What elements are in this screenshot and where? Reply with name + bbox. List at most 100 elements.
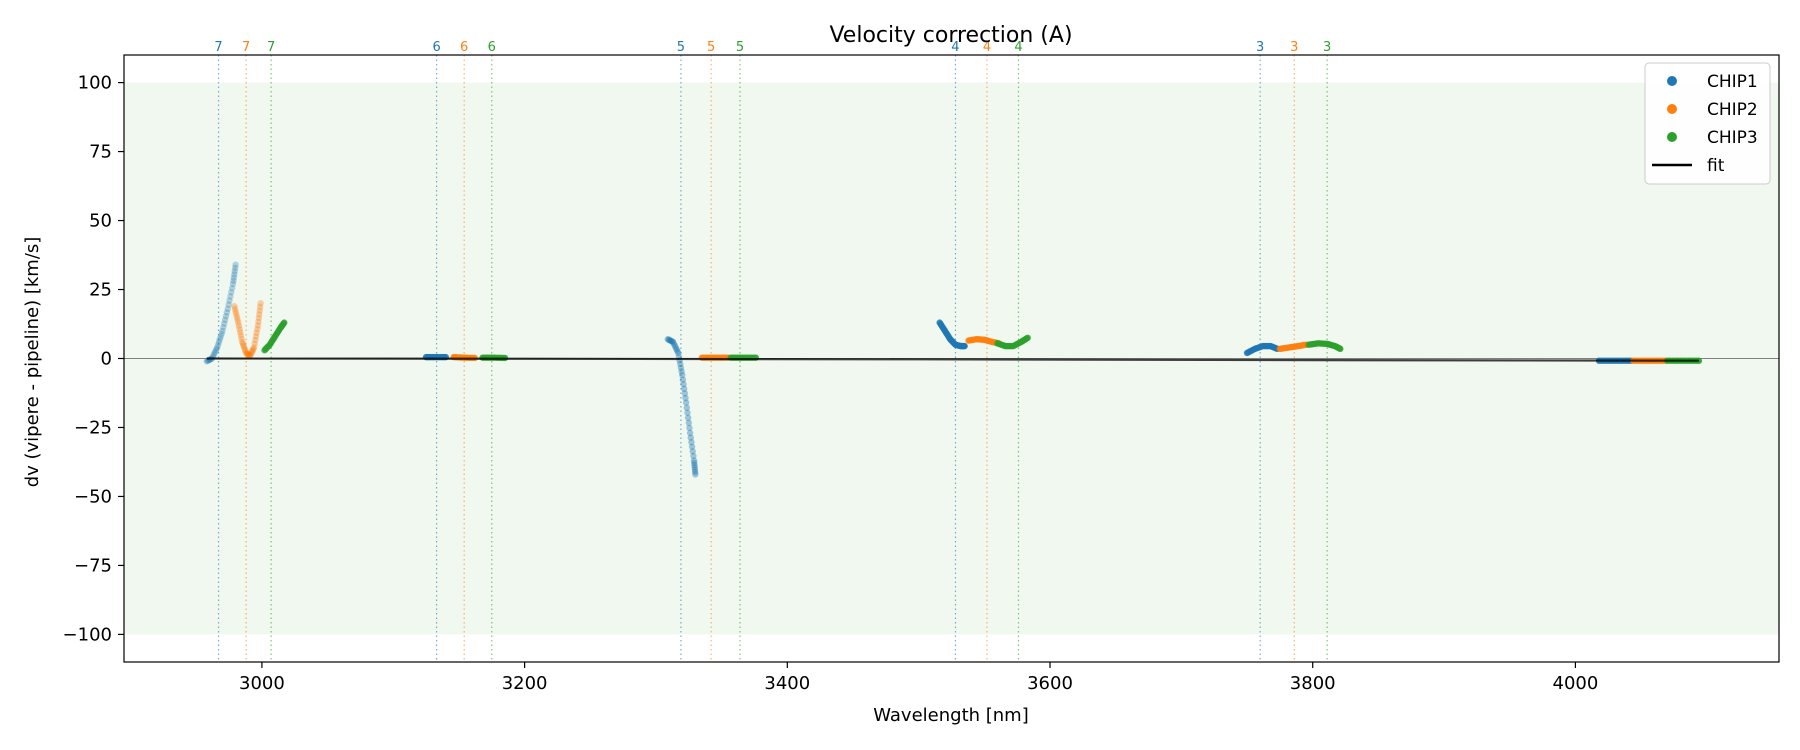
- data-point: [242, 347, 249, 355]
- data-point: [669, 338, 677, 346]
- data-point: [227, 293, 234, 300]
- data-point: [244, 351, 252, 358]
- data-point: [665, 336, 672, 343]
- data-point: [681, 390, 689, 397]
- y-tick-label: 50: [89, 211, 112, 232]
- data-point: [685, 419, 693, 427]
- data-point: [670, 340, 678, 347]
- order-label: 3: [1290, 40, 1298, 55]
- data-point: [692, 471, 699, 478]
- data-point: [254, 325, 261, 333]
- series-segment: [936, 319, 968, 350]
- order-label: 5: [677, 40, 685, 55]
- data-point: [691, 466, 699, 473]
- data-point: [686, 424, 693, 432]
- data-point: [255, 318, 262, 325]
- data-point: [217, 333, 224, 340]
- data-point: [664, 335, 671, 343]
- order-label: 5: [736, 40, 744, 55]
- data-point: [689, 448, 696, 455]
- data-point: [228, 289, 235, 296]
- y-tick-label: −25: [74, 417, 112, 438]
- data-point: [213, 346, 220, 353]
- data-point: [221, 316, 229, 324]
- data-point: [224, 305, 231, 313]
- data-point: [232, 264, 239, 272]
- series-chip3: [261, 319, 1703, 364]
- data-point: [677, 360, 684, 368]
- data-point: [256, 307, 263, 314]
- data-point: [681, 385, 688, 393]
- data-point: [214, 341, 222, 348]
- order-label: 6: [488, 40, 496, 55]
- series-segment: [261, 319, 288, 354]
- data-point: [235, 322, 243, 330]
- data-point: [216, 335, 224, 343]
- data-point: [228, 284, 236, 292]
- data-point: [232, 308, 239, 315]
- data-point: [250, 344, 258, 351]
- order-label: 7: [267, 40, 275, 55]
- data-point: [678, 368, 685, 375]
- y-tick-label: −100: [63, 624, 112, 645]
- order-label: 4: [951, 40, 959, 55]
- data-point: [667, 337, 674, 344]
- fit-line: [206, 357, 1699, 362]
- order-label: 7: [242, 40, 250, 55]
- data-point: [231, 271, 238, 278]
- data-point: [256, 303, 264, 311]
- data-point: [1024, 334, 1031, 342]
- x-tick-label: 3000: [239, 673, 285, 694]
- data-point: [248, 348, 256, 355]
- data-point: [675, 349, 682, 357]
- legend: CHIP1 CHIP2 CHIP3 fit: [1644, 62, 1771, 185]
- data-point: [680, 381, 687, 388]
- data-point: [240, 344, 248, 351]
- data-point: [252, 333, 260, 340]
- legend-marker: [1667, 104, 1677, 114]
- data-point: [225, 301, 232, 308]
- data-point: [246, 352, 253, 359]
- data-point: [226, 297, 233, 304]
- data-point: [255, 314, 263, 322]
- data-point: [214, 344, 221, 351]
- data-point: [243, 350, 251, 357]
- data-point: [248, 349, 255, 357]
- data-point: [673, 346, 680, 353]
- data-point: [691, 459, 698, 467]
- y-tick-label: −50: [74, 486, 112, 507]
- y-tick-label: 0: [101, 349, 112, 370]
- data-point: [254, 322, 262, 329]
- order-label: 3: [1256, 40, 1264, 55]
- data-point: [230, 274, 238, 281]
- data-point: [684, 409, 691, 416]
- legend-label: CHIP3: [1707, 128, 1758, 148]
- data-point: [249, 347, 256, 354]
- data-point: [677, 364, 685, 371]
- series-segment: [231, 300, 264, 359]
- data-point: [233, 313, 241, 321]
- data-point: [239, 340, 247, 347]
- series-segment: [450, 353, 478, 362]
- data-point: [686, 429, 694, 437]
- data-point: [668, 338, 676, 345]
- data-point: [241, 346, 249, 353]
- order-label: 6: [432, 40, 440, 55]
- data-point: [666, 336, 673, 344]
- data-point: [690, 452, 697, 460]
- data-point: [229, 280, 237, 288]
- y-tick-label: −75: [74, 555, 112, 576]
- x-tick-label: 4000: [1553, 673, 1599, 694]
- data-point: [691, 468, 699, 476]
- data-point: [679, 371, 686, 379]
- data-point: [233, 311, 240, 318]
- data-point: [253, 329, 260, 336]
- legend-label: CHIP1: [1707, 72, 1758, 92]
- legend-label: fit: [1707, 156, 1725, 176]
- x-tick-label: 3800: [1290, 673, 1336, 694]
- data-point: [688, 438, 695, 446]
- legend-marker: [1667, 76, 1677, 86]
- data-point: [671, 342, 678, 349]
- data-point: [682, 399, 690, 406]
- legend-label: CHIP2: [1707, 100, 1758, 120]
